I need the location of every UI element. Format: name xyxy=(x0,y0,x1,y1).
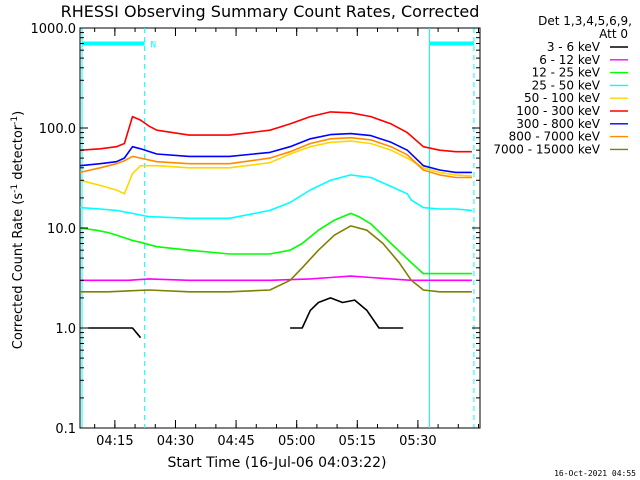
plot-area xyxy=(79,27,481,429)
marker-lines: N xyxy=(81,28,475,428)
y-tick-label: 0.1 xyxy=(55,422,76,437)
y-axis-label-sup2: -1 xyxy=(10,116,20,125)
y-tick-label: 100.0 xyxy=(39,122,76,137)
y-axis-label: Corrected Count Rate (s-1 detector-1) xyxy=(10,111,26,349)
x-tick-label: 04:15 xyxy=(96,434,133,449)
x-tick-label: 05:30 xyxy=(399,434,436,449)
y-axis-label-mid: detector xyxy=(11,124,26,184)
plot-border xyxy=(79,27,481,429)
plot-timestamp: 16-Oct-2021 04:55 xyxy=(554,469,636,478)
legend-entry-label: 300 - 800 keV xyxy=(516,117,600,131)
legend-entry-label: 50 - 100 keV xyxy=(524,91,601,105)
y-tick-label: 10.0 xyxy=(47,222,76,237)
x-axis-label: Start Time (16-Jul-06 04:03:22) xyxy=(167,455,386,471)
y-tick-label: 1.0 xyxy=(55,322,76,337)
chart-title: RHESSI Observing Summary Count Rates, Co… xyxy=(61,2,480,21)
y-axis-label-end: ) xyxy=(11,111,26,116)
attenuator-state-label: N xyxy=(151,40,156,50)
legend-header-attenuator: Att 0 xyxy=(599,27,628,41)
legend-entry-label: 800 - 7000 keV xyxy=(509,130,601,144)
legend-entry-label: 100 - 300 keV xyxy=(516,104,600,118)
legend-entry-label: 6 - 12 keV xyxy=(539,53,601,67)
series-line-7 xyxy=(79,136,472,179)
series-line-1 xyxy=(80,275,472,282)
y-axis-label-main: Corrected Count Rate (s xyxy=(11,193,26,350)
x-tick-label: 04:30 xyxy=(157,434,194,449)
series-line-2 xyxy=(79,212,472,275)
legend-entry-label: 12 - 25 keV xyxy=(532,66,601,80)
x-tick-label: 05:15 xyxy=(339,434,376,449)
x-tick-label: 05:00 xyxy=(278,434,315,449)
series-line-5 xyxy=(79,111,472,153)
series-line-6 xyxy=(79,132,472,174)
series-line-3 xyxy=(79,174,472,220)
y-axis-label-sup1: -1 xyxy=(10,184,20,193)
legend-header-detectors: Det 1,3,4,5,6,9, xyxy=(538,14,632,28)
x-tick-label: 04:45 xyxy=(217,434,254,449)
series-line-0 xyxy=(88,297,404,339)
y-tick-label: 1000.0 xyxy=(31,22,77,37)
series-group xyxy=(79,111,472,339)
legend-entry-label: 25 - 50 keV xyxy=(532,78,601,92)
legend-entry-label: 3 - 6 keV xyxy=(547,40,601,54)
legend-entry-label: 7000 - 15000 keV xyxy=(493,142,600,156)
series-line-8 xyxy=(80,225,472,293)
axes-group: 0.1 1.0 10.0 100.0 1000.0 04:15 04:30 04:45 05:0… xyxy=(31,22,480,449)
